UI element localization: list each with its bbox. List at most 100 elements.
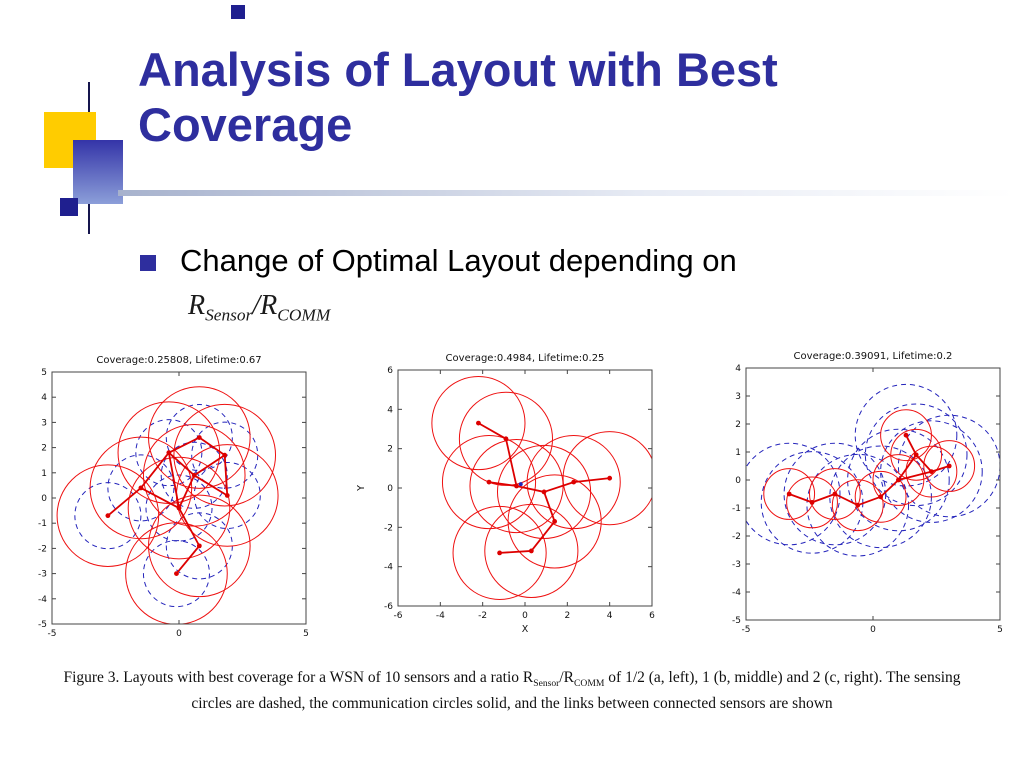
sensor-link (499, 550, 532, 554)
sensor-node (174, 571, 179, 576)
communication-circle (127, 456, 231, 560)
figure-b-coverage-plot: Coverage:0.4984, Lifetime:0.25 6 4 2 0 -2 -4 -6… (352, 350, 684, 658)
plot-svg-0: Coverage:0.25808, Lifetime:0.67 5 4 3 2 1 0 -1 -… (38, 355, 309, 639)
axes-box (745, 367, 1001, 621)
sensor-link (223, 455, 229, 496)
sensing-circle (880, 420, 983, 523)
plot-svg-2: Coverage:0.39091, Lifetime:0.2 4 3 2 1 0 -1 -2 -… (732, 351, 1003, 635)
x-tick-label: -6 (394, 611, 403, 621)
sensor-node (946, 463, 952, 469)
sensor-node (514, 483, 519, 489)
y-tick-label: 1 (735, 448, 741, 458)
sensor-node (541, 489, 547, 495)
bullet-square-icon (140, 255, 156, 271)
y-tick-label: 2 (387, 445, 393, 455)
communication-circle (872, 454, 925, 506)
y-tick-label: -3 (38, 570, 47, 580)
sensor-link (788, 493, 813, 504)
y-tick-label: 3 (41, 418, 47, 428)
sensor-link (543, 491, 556, 522)
communication-circle (831, 479, 884, 532)
caption-sub-comm: COMM (574, 678, 605, 690)
sensing-circle (142, 540, 210, 608)
figure-a-coverage-plot: Coverage:0.25808, Lifetime:0.67 5 4 3 2 1 0 -1 -… (6, 352, 338, 660)
y-tick-label: 1 (41, 469, 47, 479)
sensor-link (834, 493, 859, 507)
sensor-node (497, 550, 502, 556)
sensor-link (898, 470, 932, 481)
y-tick-label: -4 (38, 595, 47, 605)
y-tick-label: -2 (38, 544, 47, 554)
decoration-square-top (231, 5, 245, 19)
y-tick-label: 4 (735, 364, 741, 374)
sensor-node (176, 505, 182, 511)
math-expression: RSensor/RCOMM (188, 290, 330, 326)
sensor-link (905, 434, 917, 456)
sensing-circle (135, 419, 203, 487)
communication-circle (431, 376, 526, 471)
y-tick-label: 2 (735, 420, 741, 430)
y-tick-label: 4 (41, 393, 47, 403)
x-tick-label: 0 (176, 629, 182, 639)
sensor-link (193, 454, 226, 477)
communication-circle (526, 435, 621, 530)
y-tick-label: 6 (387, 366, 393, 376)
sensor-node (105, 513, 111, 519)
communication-circle (763, 468, 816, 520)
slide-title: Analysis of Layout with Best Coverage (138, 43, 778, 152)
sensor-link (880, 479, 900, 498)
sensor-link (168, 436, 200, 454)
sensor-link (140, 487, 180, 509)
plot-title: Coverage:0.25808, Lifetime:0.67 (96, 355, 261, 366)
sensor-link (857, 495, 881, 507)
sensor-node (476, 420, 481, 426)
bullet-text: Change of Optimal Layout depending on (180, 243, 737, 278)
y-tick-label: 0 (735, 476, 741, 486)
sensor-node (138, 485, 144, 491)
sensor-link (543, 481, 574, 493)
sensing-circle (854, 383, 958, 487)
y-tick-label: -1 (732, 504, 741, 514)
sensor-node (786, 491, 792, 497)
math-sub-sensor: Sensor (205, 305, 253, 325)
sensor-node (196, 435, 202, 440)
y-tick-label: 4 (387, 405, 393, 415)
sensing-circle (107, 454, 175, 522)
sensing-circle (746, 442, 841, 546)
y-tick-label: 3 (735, 392, 741, 402)
communication-circle (905, 445, 958, 498)
y-tick-label: 0 (387, 484, 393, 494)
communication-circle (148, 494, 251, 598)
y-tick-label: -4 (384, 563, 393, 573)
sensor-link (516, 485, 545, 493)
caption-text: Figure 3. Layouts with best coverage for… (63, 669, 534, 686)
communication-circle (148, 386, 251, 489)
y-axis-label: Y (356, 485, 367, 492)
y-tick-label: -6 (384, 602, 393, 612)
communication-circle (507, 474, 602, 569)
x-tick-label: 0 (522, 611, 528, 621)
math-slash-r: /R (252, 290, 278, 321)
sensing-circle (847, 428, 950, 532)
sensor-link (107, 487, 142, 517)
bullet-item: Change of Optimal Layout depending on (140, 243, 737, 279)
x-tick-label: 5 (303, 629, 309, 639)
x-tick-label: 5 (997, 625, 1003, 635)
x-tick-label: 6 (649, 611, 655, 621)
math-r-sensor: R (188, 290, 206, 321)
plot-area (56, 386, 279, 624)
x-tick-label: 2 (564, 611, 570, 621)
plot-area (746, 383, 1000, 557)
communication-circle (125, 522, 228, 624)
y-tick-label: 2 (41, 444, 47, 454)
sensor-node (809, 500, 815, 505)
y-tick-label: 5 (41, 368, 47, 378)
sensor-link (167, 452, 180, 509)
decoration-navy-square (60, 198, 78, 216)
y-tick-label: -1 (38, 519, 47, 529)
plot-area (431, 376, 652, 600)
sensor-link (573, 477, 610, 483)
blue-marker (518, 482, 523, 487)
sensor-node (903, 432, 909, 438)
